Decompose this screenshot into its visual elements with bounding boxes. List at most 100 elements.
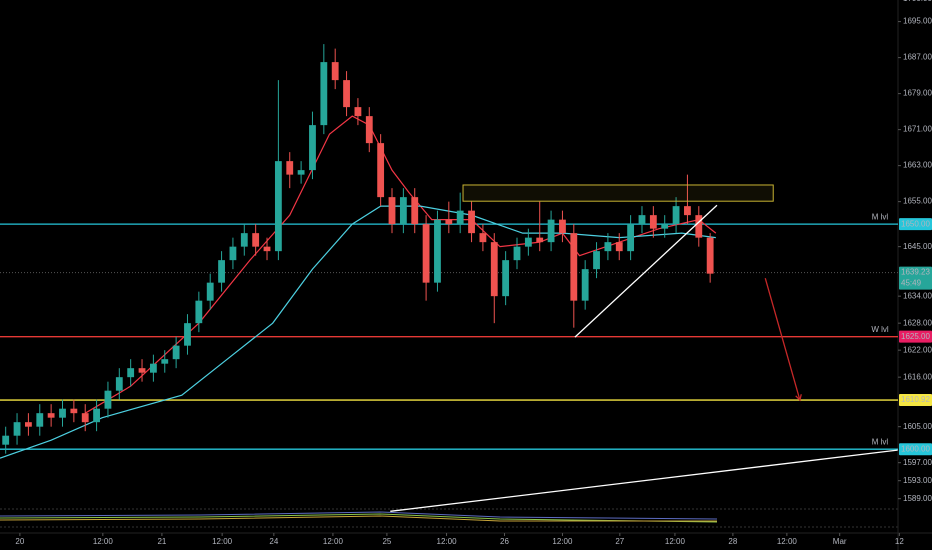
candle-body	[479, 233, 487, 243]
last-price-label: 1639.23	[901, 268, 930, 277]
countdown-label: 45:49	[901, 279, 922, 288]
y-tick-label: 1645.00	[903, 242, 932, 251]
candle-body	[536, 237, 544, 243]
indicator-line	[0, 513, 718, 523]
candle-body	[456, 210, 464, 225]
candle-body	[172, 345, 180, 360]
candle-body	[331, 62, 339, 81]
candle-body	[627, 224, 635, 252]
candle-body	[570, 233, 578, 301]
x-tick-label: 28	[728, 537, 737, 546]
candle-body	[399, 197, 407, 225]
y-tick-label: 1597.00	[903, 458, 932, 467]
y-tick-label: 1695.00	[903, 17, 932, 26]
arrow-line	[764, 277, 801, 401]
candle-body	[59, 408, 66, 418]
zone-rectangle	[462, 184, 774, 202]
x-tick-label: 12:00	[552, 537, 573, 546]
moving-average	[0, 205, 716, 459]
candle-body	[445, 219, 453, 225]
candle-body	[81, 413, 89, 423]
last-price-badge	[899, 266, 932, 290]
candle-body	[593, 251, 600, 270]
candle-body	[513, 246, 521, 261]
candle-body	[604, 242, 612, 252]
y-tick-label: 1593.00	[903, 476, 932, 485]
candle-body	[649, 215, 657, 229]
candle-body	[297, 170, 305, 175]
candle-body	[47, 413, 55, 418]
price-badge	[899, 330, 932, 343]
candle-body	[138, 368, 146, 373]
y-tick-label: 1700.00	[903, 0, 932, 3]
indicator-line	[0, 511, 718, 520]
x-tick-label: 26	[500, 537, 509, 546]
candle-body	[36, 413, 44, 427]
level-label: M lvl	[872, 437, 889, 446]
candle-body	[377, 143, 385, 198]
price-badge-label: 1600.00	[901, 444, 930, 453]
candle-body	[365, 116, 373, 144]
candle-body	[240, 233, 248, 247]
candle-body	[343, 80, 350, 108]
y-tick-label: 1679.00	[903, 89, 932, 98]
candle-body	[547, 219, 555, 243]
candle-body	[354, 107, 362, 117]
candle-body	[411, 197, 419, 225]
indicator-pane	[0, 508, 898, 528]
y-tick-label: 1634.00	[903, 291, 932, 300]
y-tick-label: 1628.00	[903, 318, 932, 327]
candle-body	[524, 237, 532, 247]
candle-body	[661, 224, 669, 229]
candle-body	[286, 161, 294, 175]
x-tick-label: 12:00	[212, 537, 233, 546]
y-tick-label: 1663.00	[903, 161, 932, 170]
candle-body	[252, 233, 260, 247]
candle-body	[70, 408, 78, 414]
candle-body	[695, 215, 703, 238]
candle-body	[581, 269, 589, 301]
x-tick-label: 12:00	[777, 537, 798, 546]
x-tick-label: 20	[15, 537, 24, 546]
candle-body	[229, 246, 237, 261]
y-tick-label: 1605.00	[903, 422, 932, 431]
candle-body	[161, 359, 169, 364]
x-tick-label: 12:00	[93, 537, 114, 546]
y-tick-label: 1655.00	[903, 197, 932, 206]
candle-body	[502, 260, 510, 297]
x-tick-label: 27	[615, 537, 624, 546]
candle-body	[218, 260, 225, 283]
candle-body	[93, 408, 100, 423]
level-label: M lvl	[872, 212, 889, 221]
x-tick-label: 24	[269, 537, 278, 546]
candle-body	[274, 161, 282, 252]
x-tick-label: 12:00	[437, 537, 458, 546]
candle-body	[434, 219, 441, 283]
y-tick-label: 1671.00	[903, 125, 932, 134]
candle-body	[388, 197, 396, 225]
level-label: W lvl	[871, 325, 889, 334]
candle-body	[559, 219, 566, 234]
candle-body	[206, 282, 214, 301]
x-tick-label: 25	[382, 537, 391, 546]
trend-line	[390, 449, 898, 512]
price-badge-label: 1610.92	[901, 395, 930, 404]
x-tick-label: 12	[895, 537, 904, 546]
candle-body	[615, 242, 623, 252]
candle-body	[263, 246, 271, 252]
price-badge	[899, 443, 932, 456]
y-tick-label: 1616.00	[903, 372, 932, 381]
candle-body	[672, 206, 680, 225]
candle-body	[490, 242, 498, 297]
candle-body	[127, 368, 135, 378]
indicator-line	[0, 515, 717, 522]
candle-body	[422, 224, 430, 283]
y-tick-label: 1622.00	[903, 345, 932, 354]
candle-body	[195, 300, 203, 324]
candle-body	[309, 125, 316, 171]
x-tick-label: Mar	[833, 537, 847, 546]
price-badge	[899, 394, 932, 407]
candle-body	[638, 215, 646, 225]
